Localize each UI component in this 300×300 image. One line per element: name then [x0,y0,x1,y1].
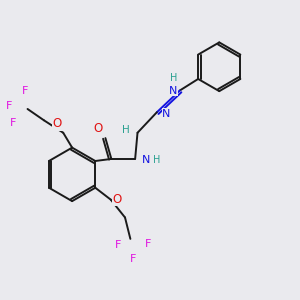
Text: O: O [94,122,103,134]
Text: N: N [169,85,177,96]
Text: H: H [170,73,177,83]
Text: O: O [53,117,62,130]
Text: F: F [10,118,16,128]
Text: N: N [162,109,171,119]
Text: O: O [112,193,122,206]
Text: H: H [153,154,160,164]
Text: F: F [21,86,28,97]
Text: N: N [142,154,150,164]
Text: F: F [6,101,13,111]
Text: F: F [115,240,121,250]
Text: H: H [122,125,130,135]
Text: F: F [130,254,136,264]
Text: F: F [145,239,151,249]
